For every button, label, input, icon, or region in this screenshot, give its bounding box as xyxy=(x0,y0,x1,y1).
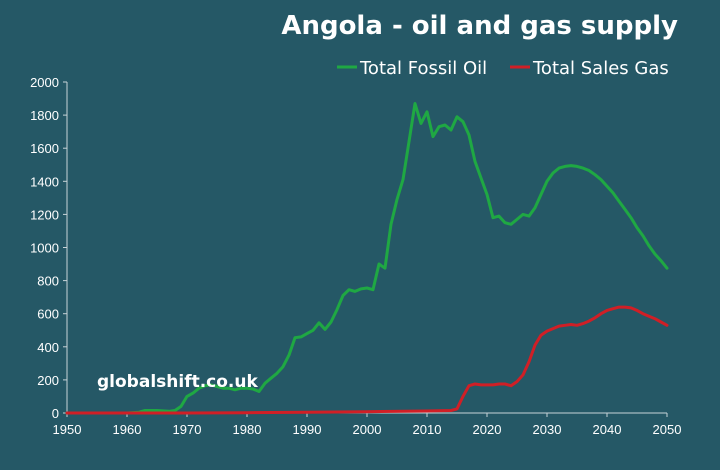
x-tick-label: 2020 xyxy=(473,422,502,437)
y-tick-label: 1400 xyxy=(30,174,59,189)
x-tick-label: 2040 xyxy=(593,422,622,437)
chart-title: Angola - oil and gas supply xyxy=(281,11,678,41)
series-layer xyxy=(65,102,669,415)
x-tick-label: 2050 xyxy=(653,422,682,437)
x-tick-label: 2000 xyxy=(353,422,382,437)
x-tick-label: 1980 xyxy=(233,422,262,437)
y-tick-label: 0 xyxy=(52,406,59,421)
y-tick-label: 2000 xyxy=(30,75,59,90)
y-tick-label: 800 xyxy=(37,274,59,289)
y-tick-label: 400 xyxy=(37,340,59,355)
x-tick-label: 1990 xyxy=(293,422,322,437)
y-tick-label: 600 xyxy=(37,307,59,322)
legend-label-gas: Total Sales Gas xyxy=(532,58,669,79)
y-tick-label: 1000 xyxy=(30,241,59,256)
x-tick-label: 1970 xyxy=(173,422,202,437)
x-tick-label: 1950 xyxy=(53,422,82,437)
series-line-oil xyxy=(65,102,669,415)
x-tick-label: 2010 xyxy=(413,422,442,437)
axes: 0 200 400 600 800 1000 1200 1400 1600 1800 2000 195… xyxy=(30,75,681,437)
x-tick-label: 1960 xyxy=(113,422,142,437)
y-tick-label: 1800 xyxy=(30,108,59,123)
legend-label-oil: Total Fossil Oil xyxy=(359,58,487,79)
x-tick-label: 2030 xyxy=(533,422,562,437)
y-tick-label: 200 xyxy=(37,373,59,388)
y-tick-label: 1200 xyxy=(30,207,59,222)
legend: Total Fossil Oil Total Sales Gas xyxy=(337,58,669,79)
series-line-gas xyxy=(65,305,669,415)
y-tick-label: 1600 xyxy=(30,141,59,156)
watermark: globalshift.co.uk xyxy=(97,372,258,392)
